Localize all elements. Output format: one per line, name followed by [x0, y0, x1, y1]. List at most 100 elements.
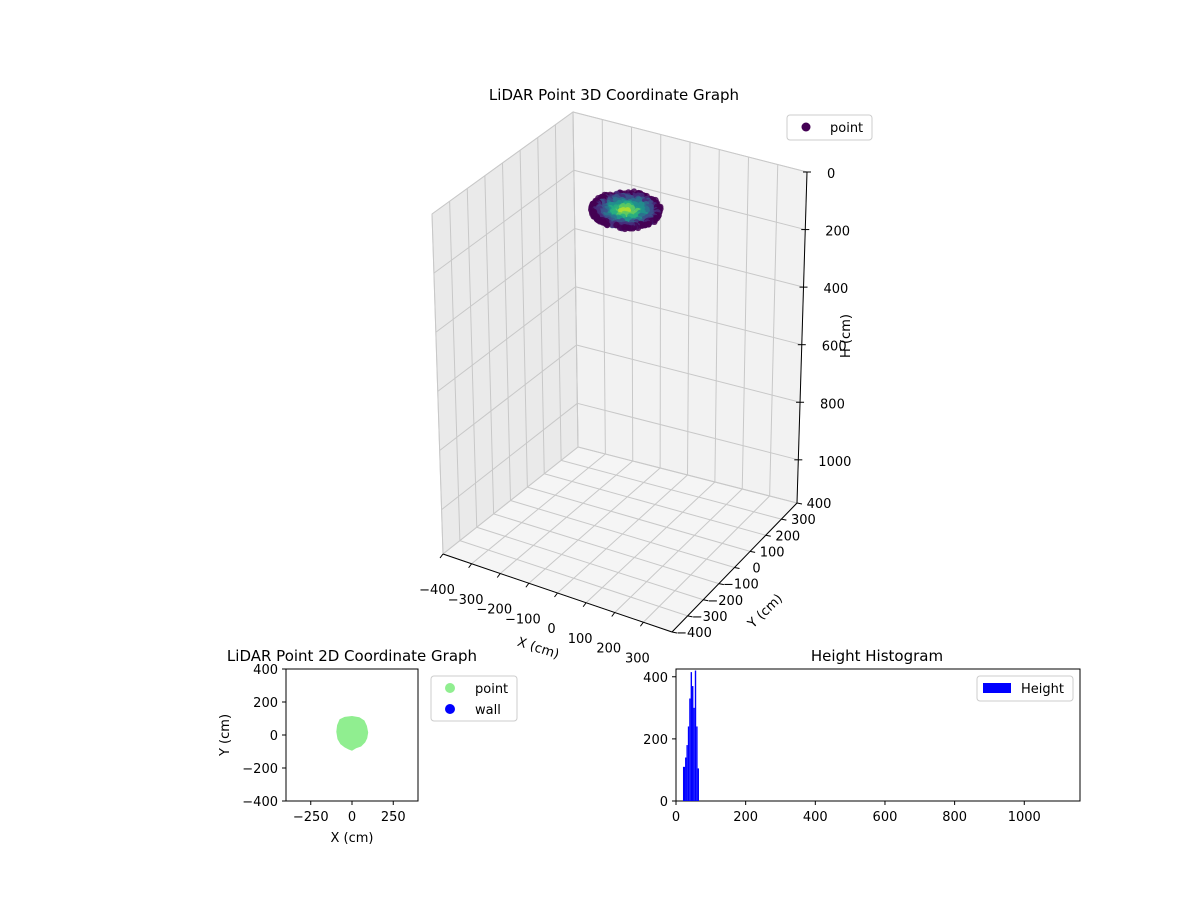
histogram-bar	[687, 726, 690, 801]
ticks-3d: −400−300−200−1000100200300−400−300−200−1…	[419, 167, 851, 666]
legend-2d-marker-wall	[445, 704, 455, 714]
x-tick	[639, 621, 644, 627]
x-tick-label: 100	[568, 632, 593, 647]
x-tick-label: −400	[419, 583, 455, 598]
grid-line	[527, 486, 751, 552]
grid-line	[572, 111, 579, 448]
y-tick	[765, 534, 771, 537]
x-tick	[468, 563, 473, 569]
grid-line	[554, 124, 562, 461]
x-tick-label: 1000	[1008, 810, 1041, 825]
grid-line	[573, 169, 806, 231]
histogram-bar	[697, 768, 699, 801]
grid-line	[577, 402, 799, 461]
grid-3d	[431, 111, 808, 633]
grid-line	[493, 513, 720, 585]
grid-line	[659, 134, 662, 469]
grid-line	[769, 164, 779, 497]
grid-line	[433, 169, 575, 274]
grid-line	[439, 344, 577, 451]
y-tick-label: −100	[723, 578, 759, 593]
y-tick-label: 0	[752, 562, 760, 577]
grid-line	[572, 111, 808, 173]
x-tick	[554, 592, 558, 598]
histogram-bar	[694, 670, 697, 801]
grid-line	[510, 500, 735, 568]
y-tick	[718, 583, 724, 586]
y-tick	[703, 599, 709, 602]
histogram-bar	[696, 726, 698, 801]
grid-line	[449, 201, 461, 541]
x-tick-label: 0	[348, 810, 356, 825]
grid-line	[631, 126, 634, 462]
histogram-bars	[682, 670, 699, 801]
y-axis-label-2d: Y (cm)	[218, 714, 233, 757]
x-tick-label: 250	[381, 810, 406, 825]
legend-3d: point	[786, 114, 873, 141]
cloud-point	[610, 207, 617, 215]
x-tick	[611, 612, 616, 617]
z-tick-label: 600	[822, 340, 847, 355]
y-tick	[796, 502, 803, 505]
x-tick	[582, 602, 587, 608]
grid-line	[441, 402, 578, 511]
legend-histogram-label: Height	[1021, 682, 1064, 697]
y-tick-label: 400	[253, 663, 278, 678]
histogram-bar	[689, 698, 691, 801]
z-axis-label-3d: H (cm)	[839, 314, 854, 358]
legend-3d-frame	[786, 114, 873, 141]
grid-line	[476, 526, 704, 601]
y-tick-label: 200	[643, 733, 668, 748]
x-tick-label: 400	[803, 810, 828, 825]
z-tick-label: 200	[825, 225, 850, 240]
grid-line	[544, 473, 766, 536]
grid-line	[502, 162, 511, 501]
grid-line	[714, 149, 720, 483]
legend-2d-label-point: point	[475, 682, 508, 697]
chart-histogram: Height Histogram 0 200 400 600 800 1000 0 200 40…	[643, 647, 1081, 825]
legend-2d: point wall	[430, 675, 518, 722]
grid-line	[575, 286, 802, 346]
y-tick	[734, 567, 740, 569]
z-tick-label: 400	[824, 282, 849, 297]
grid-line	[560, 459, 782, 520]
x-tick	[525, 582, 530, 588]
y-tick	[781, 518, 787, 521]
y-tick-label: −200	[242, 762, 278, 777]
x-tick-label: 600	[873, 810, 898, 825]
cloud-point	[616, 224, 624, 231]
chart-3d: LiDAR Point 3D Coordinate Graph −400−300…	[419, 86, 873, 666]
z-tick-label: 800	[820, 397, 845, 412]
y-tick-label: 200	[253, 696, 278, 711]
y-tick-label: 200	[775, 529, 800, 544]
ticks-histogram: 0 200 400 600 800 1000 0 200 400	[643, 671, 1041, 825]
y-tick-label: 400	[807, 497, 832, 512]
grid-line	[484, 175, 495, 514]
x-axis-label-2d: X (cm)	[331, 831, 374, 846]
x-tick-label: 300	[625, 651, 650, 666]
x-tick-label: 0	[547, 622, 555, 637]
point-cloud-2d	[336, 716, 369, 751]
grid-line	[537, 137, 545, 474]
x-tick-label: 200	[733, 810, 758, 825]
histogram-bar	[692, 686, 694, 801]
y-tick-label: −400	[242, 795, 278, 810]
histogram-title: Height Histogram	[811, 647, 943, 665]
x-tick	[496, 573, 501, 578]
x-tick-label: −200	[476, 603, 512, 618]
y-tick-label: −300	[692, 610, 728, 625]
legend-2d-marker-point	[445, 683, 455, 693]
chart-3d-title: LiDAR Point 3D Coordinate Graph	[489, 86, 739, 104]
cloud-point	[603, 221, 610, 228]
histogram-bar	[682, 766, 686, 801]
y-tick-label: 300	[791, 513, 816, 528]
z-tick-label: 0	[827, 167, 835, 182]
x-tick-label: −300	[448, 593, 484, 608]
grid-line	[435, 228, 576, 333]
histogram-bar	[690, 672, 693, 801]
point-cloud-3d	[588, 188, 664, 233]
grid-line	[437, 286, 576, 392]
chart-2d-title: LiDAR Point 2D Coordinate Graph	[227, 647, 477, 665]
y-tick-label: −400	[676, 626, 712, 641]
